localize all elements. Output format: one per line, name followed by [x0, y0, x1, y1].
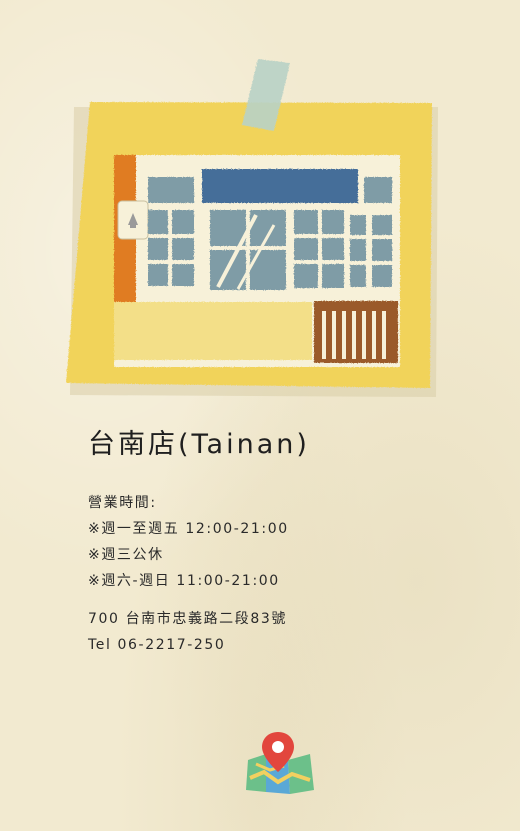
map-location-icon[interactable]	[244, 730, 316, 796]
hours-closed-day: ※週三公休	[88, 547, 164, 563]
hours-weekend: ※週六-週日 11:00-21:00	[88, 573, 280, 589]
storefront-illustration	[66, 59, 438, 397]
store-phone: Tel 06-2217-250	[88, 637, 226, 653]
tape	[242, 59, 290, 131]
hours-label: 營業時間:	[88, 495, 157, 511]
hours-weekday: ※週一至週五 12:00-21:00	[88, 521, 289, 537]
store-address: 700 台南市忠義路二段83號	[88, 611, 287, 627]
store-info: 營業時間: ※週一至週五 12:00-21:00 ※週三公休 ※週六-週日 11…	[88, 490, 289, 658]
store-title: 台南店(Tainan)	[88, 429, 310, 460]
